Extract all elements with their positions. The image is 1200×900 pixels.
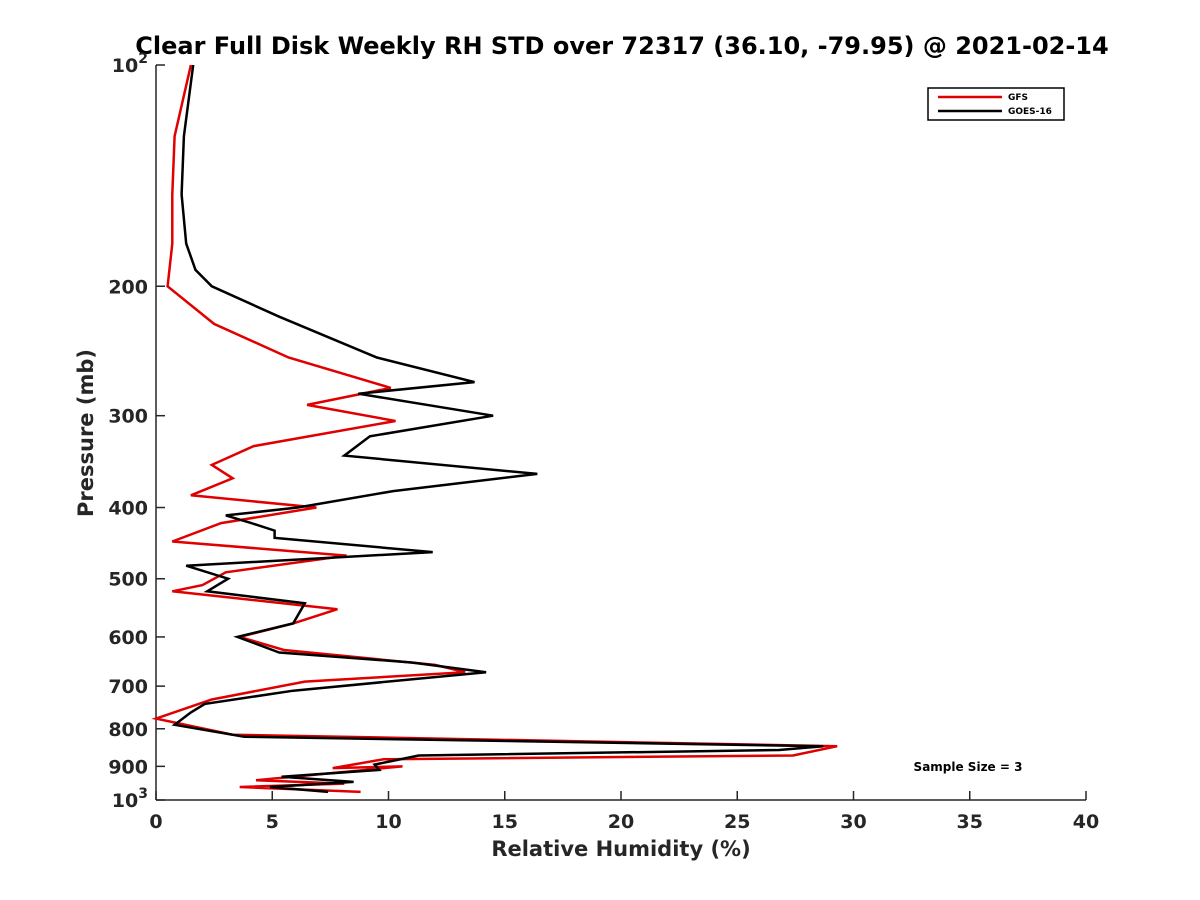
- sample-size-annotation: Sample Size = 3: [914, 760, 1023, 774]
- y-tick-base: 10: [112, 55, 138, 77]
- y-tick-label: 200: [108, 276, 148, 298]
- legend: GFS GOES-16: [927, 87, 1065, 121]
- y-tick-exponent: 2: [138, 51, 148, 67]
- series-line-gfs: [151, 64, 838, 794]
- legend-label: GFS: [1008, 93, 1028, 103]
- y-tick-label: 500: [108, 569, 148, 591]
- x-axis-label: Relative Humidity (%): [491, 837, 750, 861]
- y-axis-label: Pressure (mb): [74, 349, 98, 517]
- y-tick-label: 300: [108, 406, 148, 428]
- legend-box: [927, 87, 1065, 121]
- x-tick-label: 35: [957, 811, 983, 833]
- y-tick-label: 400: [108, 498, 148, 520]
- chart-title: Clear Full Disk Weekly RH STD over 72317…: [135, 32, 1108, 60]
- series-line-goes-16: [171, 64, 824, 794]
- x-tick-label: 0: [149, 811, 162, 833]
- y-tick-label: 700: [108, 676, 148, 698]
- x-tick-label: 20: [608, 811, 634, 833]
- x-tick-label: 10: [375, 811, 401, 833]
- y-tick-label: 800: [108, 719, 148, 741]
- x-tick-label: 30: [840, 811, 866, 833]
- legend-label: GOES-16: [1008, 107, 1052, 117]
- x-tick-label: 5: [266, 811, 279, 833]
- series-layer: [151, 64, 838, 794]
- x-tick-label: 15: [492, 811, 518, 833]
- y-tick-label: 103: [112, 786, 148, 812]
- y-tick-label: 102: [112, 51, 148, 77]
- y-tick-label: 900: [108, 756, 148, 778]
- y-tick-label: 600: [108, 627, 148, 649]
- y-tick-exponent: 3: [138, 786, 148, 802]
- x-tick-label: 25: [724, 811, 750, 833]
- x-tick-label: 40: [1073, 811, 1099, 833]
- x-axis-ticks: 0 5 10 15 20 25 30 35 40: [149, 791, 1099, 833]
- y-tick-base: 10: [112, 790, 138, 812]
